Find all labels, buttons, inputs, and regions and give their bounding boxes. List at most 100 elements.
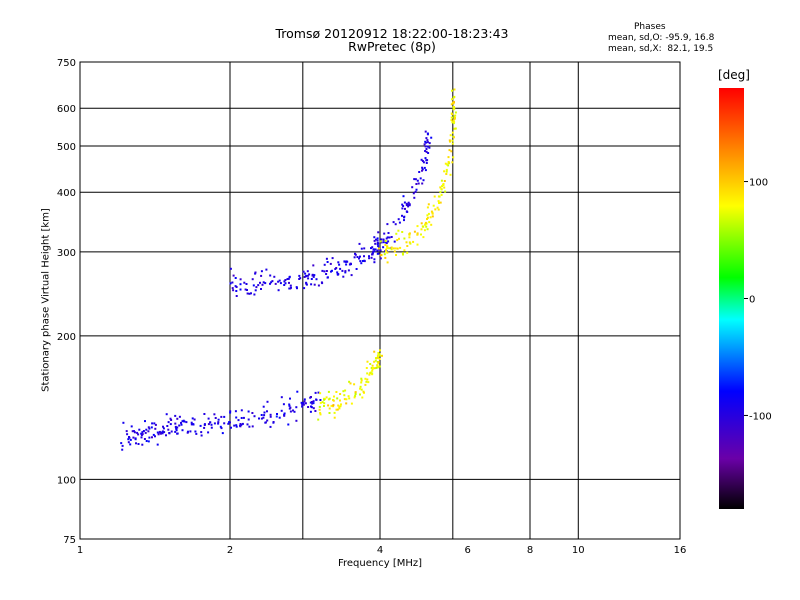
colorbar-tick-label: 100: [749, 178, 768, 189]
data-point: [344, 270, 347, 273]
data-point: [424, 221, 427, 224]
data-point: [423, 166, 426, 169]
data-point: [437, 200, 440, 203]
data-point: [151, 422, 154, 425]
data-point: [156, 431, 159, 434]
data-point: [437, 208, 440, 211]
data-point: [402, 205, 405, 207]
data-point: [167, 428, 170, 431]
data-point: [244, 288, 247, 291]
data-point: [424, 223, 427, 226]
data-point: [217, 421, 220, 424]
data-point: [452, 119, 455, 122]
data-point: [370, 247, 372, 250]
data-point: [252, 284, 255, 287]
data-point: [451, 161, 454, 164]
data-point: [424, 150, 427, 152]
data-point: [129, 438, 132, 441]
data-point: [315, 278, 318, 281]
data-point: [353, 383, 356, 386]
data-point: [375, 366, 378, 369]
data-point: [178, 424, 181, 427]
data-point: [325, 257, 328, 260]
data-point: [366, 372, 369, 375]
data-point: [287, 423, 290, 426]
data-point: [444, 162, 447, 165]
data-point: [192, 423, 195, 426]
data-point: [416, 243, 419, 246]
data-point: [452, 156, 455, 159]
data-point: [442, 184, 444, 187]
data-point: [176, 417, 179, 420]
data-point: [433, 195, 436, 198]
data-point: [384, 240, 387, 242]
data-point: [386, 251, 389, 254]
data-point: [303, 398, 306, 401]
colorbar-ticks: 100 0 -100: [744, 178, 772, 422]
data-point: [332, 399, 335, 402]
data-point: [210, 423, 213, 426]
data-point: [449, 140, 451, 143]
data-point: [313, 283, 316, 286]
data-point: [452, 106, 455, 109]
plot-frame: [79, 61, 681, 540]
data-point: [450, 116, 453, 119]
data-point: [310, 405, 312, 408]
data-point: [309, 401, 312, 404]
data-point: [379, 249, 382, 252]
data-point: [301, 405, 304, 408]
data-point: [450, 119, 453, 122]
data-point: [154, 435, 156, 438]
data-point: [370, 256, 373, 259]
data-point: [388, 247, 391, 250]
colorbar-tick-label: -100: [749, 411, 772, 422]
data-point: [360, 379, 363, 382]
data-point: [261, 283, 264, 286]
y-tick-label: 400: [57, 188, 76, 199]
data-point: [445, 168, 448, 171]
data-point: [447, 161, 450, 164]
data-point: [284, 282, 287, 285]
data-point: [374, 248, 377, 251]
x-tick-label: 4: [377, 545, 383, 556]
data-point: [185, 421, 188, 424]
data-point: [413, 178, 416, 181]
data-point: [379, 257, 382, 260]
data-point: [288, 275, 291, 278]
data-point: [234, 285, 237, 288]
x-tick-label: 8: [527, 545, 533, 556]
data-point: [339, 405, 342, 408]
data-point: [190, 421, 193, 424]
data-point: [361, 396, 364, 399]
data-point: [377, 360, 380, 363]
data-point: [449, 173, 452, 176]
data-point: [371, 367, 374, 369]
data-point: [420, 233, 422, 236]
data-point: [311, 401, 313, 403]
data-point: [312, 402, 315, 405]
data-point: [349, 382, 352, 385]
data-point: [397, 218, 400, 221]
data-point: [373, 250, 376, 253]
data-point: [235, 290, 238, 292]
data-point: [444, 190, 447, 193]
y-tick-label: 200: [57, 332, 76, 343]
colorbar-unit-label: [deg]: [718, 68, 750, 82]
data-point: [235, 425, 238, 428]
data-point: [318, 408, 321, 411]
data-point: [153, 422, 156, 425]
data-point: [432, 204, 435, 207]
data-point: [402, 195, 405, 198]
data-point: [443, 186, 446, 189]
data-point: [403, 249, 406, 252]
data-point: [174, 422, 177, 425]
data-point: [453, 121, 456, 124]
data-point: [181, 429, 184, 432]
data-point: [336, 397, 339, 400]
data-point: [151, 436, 153, 439]
data-point: [449, 134, 452, 137]
data-point: [203, 423, 206, 426]
data-point: [447, 156, 450, 159]
data-point: [152, 433, 155, 436]
data-point: [309, 410, 312, 413]
